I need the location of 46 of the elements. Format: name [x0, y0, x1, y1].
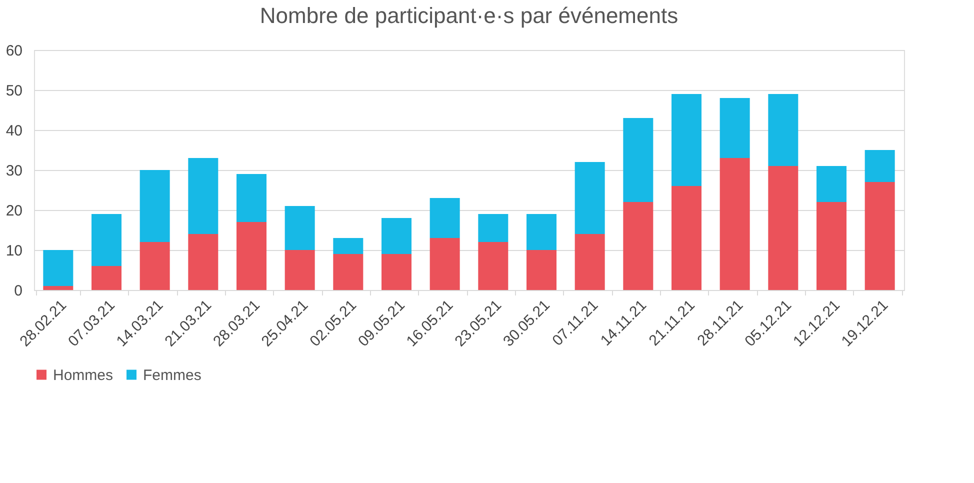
bar [574, 162, 605, 234]
bar [478, 214, 508, 242]
bar [864, 150, 895, 182]
bar [236, 222, 266, 290]
chart-title: Nombre de participant·e·s par événements [260, 3, 678, 28]
bar [672, 94, 702, 186]
y-tick-label: 10 [6, 242, 22, 260]
bar [284, 250, 315, 290]
bar [382, 254, 412, 290]
bar [236, 174, 266, 222]
bar [333, 238, 364, 254]
bar [864, 182, 895, 290]
bar [526, 250, 556, 290]
y-tick-label: 0 [14, 282, 22, 300]
bar [720, 98, 750, 158]
bar [526, 214, 556, 250]
bar [92, 214, 122, 266]
bar [333, 254, 364, 290]
bar [188, 234, 218, 290]
bar [623, 202, 654, 290]
bar [478, 242, 508, 290]
y-tick-label: 30 [6, 162, 22, 180]
bar [768, 166, 798, 290]
y-tick-label: 60 [6, 42, 22, 60]
bar [430, 238, 460, 290]
bar [672, 186, 702, 290]
bar [284, 206, 315, 250]
bar [382, 218, 412, 254]
bar [623, 118, 654, 202]
bar [816, 166, 846, 202]
y-tick-label: 20 [6, 202, 22, 220]
bar [140, 170, 170, 242]
y-tick-label: 50 [6, 82, 22, 100]
bar [188, 158, 218, 234]
bar [768, 94, 798, 166]
bar [720, 158, 750, 290]
bar [140, 242, 170, 290]
bar [430, 198, 460, 238]
bar [92, 266, 122, 290]
legend-label: Hommes [53, 366, 114, 384]
legend-label: Femmes [143, 366, 202, 384]
bar [816, 202, 846, 290]
bar [43, 250, 74, 286]
y-tick-label: 40 [6, 122, 22, 140]
bar [574, 234, 605, 290]
bar [43, 286, 74, 290]
